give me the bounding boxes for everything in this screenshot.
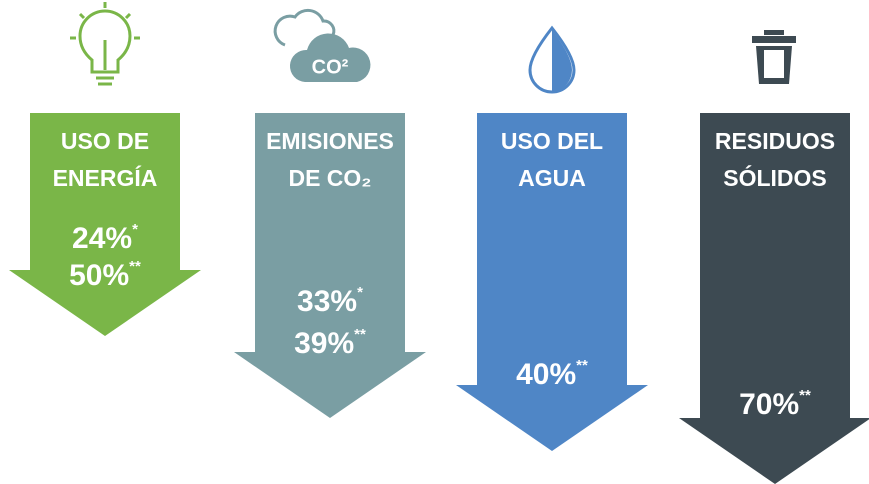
arrow: [234, 113, 426, 418]
drop-icon: [528, 25, 576, 94]
arrow-title: RESIDUOS: [715, 128, 835, 154]
percentage: 39%**: [294, 326, 366, 360]
value: 24%: [72, 222, 132, 255]
value: 50%: [69, 259, 129, 292]
percentage: 24%*: [72, 221, 138, 255]
arrow-title: AGUA: [518, 165, 586, 191]
percentage: 33%*: [297, 284, 363, 318]
arrow-title: USO DEL: [501, 128, 603, 154]
footnote-mark: **: [129, 258, 141, 275]
trash-icon: [752, 30, 796, 84]
arrow: [679, 113, 869, 484]
arrow-title: USO DE: [61, 128, 149, 154]
value: 40%: [516, 358, 576, 391]
footnote-mark: **: [576, 357, 588, 374]
arrow-title: EMISIONES: [266, 128, 394, 154]
arrow-title: ENERGÍA: [53, 164, 158, 191]
arrow: [456, 113, 648, 451]
arrow-title: SÓLIDOS: [723, 164, 827, 191]
arrow: [9, 113, 201, 336]
bulb-icon: [70, 2, 140, 86]
footnote-mark: *: [132, 221, 138, 238]
footnote-mark: **: [799, 387, 811, 404]
cloud-icon: CO²: [273, 8, 371, 82]
value: 70%: [739, 388, 799, 421]
footnote-mark: *: [357, 284, 363, 301]
percentage: 50%**: [69, 258, 141, 292]
percentage: 40%**: [516, 357, 588, 391]
value: 33%: [297, 285, 357, 318]
percentage: 70%**: [739, 387, 811, 421]
icon-text: CO²: [312, 56, 349, 78]
arrow-title: DE CO₂: [288, 165, 371, 191]
value: 39%: [294, 327, 354, 360]
footnote-mark: **: [354, 326, 366, 343]
